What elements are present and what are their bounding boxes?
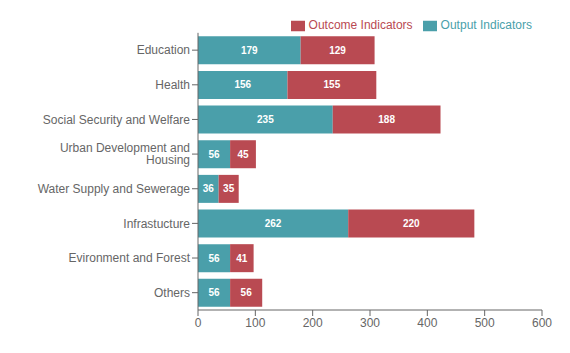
svg-text:600: 600 [532,316,552,330]
svg-text:Infrastucture: Infrastucture [123,217,190,231]
svg-text:200: 200 [303,316,323,330]
svg-text:Social Security and Welfare: Social Security and Welfare [43,113,191,127]
svg-text:Water Supply and Sewerage: Water Supply and Sewerage [38,182,191,196]
svg-text:0: 0 [195,316,202,330]
svg-text:45: 45 [237,149,249,160]
svg-text:156: 156 [234,79,251,90]
svg-text:100: 100 [245,316,265,330]
svg-text:35: 35 [223,183,235,194]
svg-text:56: 56 [208,253,220,264]
svg-text:220: 220 [403,218,420,229]
svg-text:Others: Others [154,286,190,300]
svg-text:300: 300 [360,316,380,330]
svg-text:Urban Development andHousing: Urban Development andHousing [60,141,190,167]
svg-text:500: 500 [475,316,495,330]
svg-text:262: 262 [265,218,282,229]
svg-text:36: 36 [203,183,215,194]
svg-text:41: 41 [236,253,248,264]
svg-text:400: 400 [417,316,437,330]
svg-text:56: 56 [208,287,220,298]
html-text:Output Indicators: Output Indicators [440,18,532,32]
svg-text:Health: Health [155,78,190,92]
svg-text:Education: Education [137,43,190,57]
svg-text:Evironment and Forest: Evironment and Forest [69,251,191,265]
svg-text:235: 235 [257,114,274,125]
svg-text:129: 129 [329,45,346,56]
svg-text:179: 179 [241,45,258,56]
svg-text:155: 155 [324,79,341,90]
svg-text:56: 56 [208,149,220,160]
svg-text:56: 56 [241,287,253,298]
svg-text:188: 188 [378,114,395,125]
html-text:Outcome Indicators: Outcome Indicators [308,18,413,32]
